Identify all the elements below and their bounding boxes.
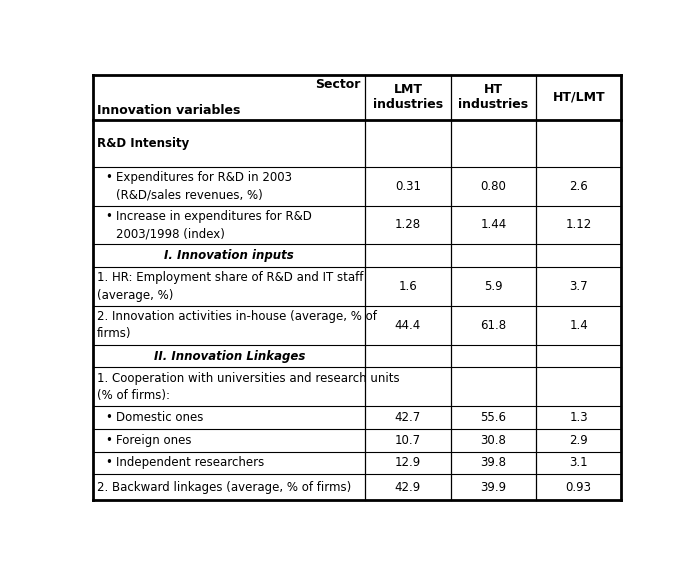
Text: •: •	[105, 171, 112, 184]
Text: •: •	[105, 411, 112, 424]
Text: •: •	[105, 210, 112, 223]
Text: 2.6: 2.6	[569, 180, 588, 193]
Text: 12.9: 12.9	[395, 456, 421, 469]
Text: 0.31: 0.31	[395, 180, 421, 193]
Text: I. Innovation inputs: I. Innovation inputs	[165, 249, 294, 262]
Text: 3.1: 3.1	[569, 456, 588, 469]
Text: 1.44: 1.44	[480, 218, 507, 231]
Text: 1.3: 1.3	[569, 411, 588, 424]
Text: 39.9: 39.9	[480, 481, 507, 494]
Text: (R&D/sales revenues, %): (R&D/sales revenues, %)	[116, 188, 263, 201]
Text: 55.6: 55.6	[480, 411, 507, 424]
Text: 42.7: 42.7	[395, 411, 421, 424]
Text: 42.9: 42.9	[395, 481, 421, 494]
Text: •: •	[105, 456, 112, 469]
Text: HT/LMT: HT/LMT	[553, 91, 605, 104]
Text: 2003/1998 (index): 2003/1998 (index)	[116, 227, 225, 240]
Text: 3.7: 3.7	[569, 280, 588, 293]
Text: Innovation variables: Innovation variables	[97, 104, 240, 117]
Text: Sector: Sector	[316, 78, 361, 91]
Text: Domestic ones: Domestic ones	[116, 411, 204, 424]
Text: 39.8: 39.8	[480, 456, 507, 469]
Text: 2.9: 2.9	[569, 434, 588, 447]
Text: (average, %): (average, %)	[97, 289, 174, 302]
Text: 44.4: 44.4	[395, 319, 421, 332]
Text: LMT
industries: LMT industries	[373, 83, 443, 111]
Text: 10.7: 10.7	[395, 434, 421, 447]
Text: R&D Intensity: R&D Intensity	[97, 137, 189, 150]
Text: 1. HR: Employment share of R&D and IT staff: 1. HR: Employment share of R&D and IT st…	[97, 272, 363, 285]
Text: Expenditures for R&D in 2003: Expenditures for R&D in 2003	[116, 171, 292, 184]
Text: Foreign ones: Foreign ones	[116, 434, 191, 447]
Text: •: •	[105, 434, 112, 447]
Text: 1.28: 1.28	[395, 218, 421, 231]
Text: 1.4: 1.4	[569, 319, 588, 332]
Text: Independent researchers: Independent researchers	[116, 456, 264, 469]
Text: 2. Innovation activities in-house (average, % of: 2. Innovation activities in-house (avera…	[97, 310, 377, 323]
Text: (% of firms):: (% of firms):	[97, 389, 170, 402]
Text: 2. Backward linkages (average, % of firms): 2. Backward linkages (average, % of firm…	[97, 481, 352, 494]
Text: 1.6: 1.6	[398, 280, 417, 293]
Text: 0.93: 0.93	[566, 481, 591, 494]
Text: HT
industries: HT industries	[459, 83, 528, 111]
Text: Increase in expenditures for R&D: Increase in expenditures for R&D	[116, 210, 312, 223]
Text: firms): firms)	[97, 327, 131, 340]
Text: II. Innovation Linkages: II. Innovation Linkages	[154, 349, 305, 362]
Text: 5.9: 5.9	[484, 280, 502, 293]
Text: 30.8: 30.8	[480, 434, 507, 447]
Text: 1. Cooperation with universities and research units: 1. Cooperation with universities and res…	[97, 372, 400, 385]
Text: 61.8: 61.8	[480, 319, 507, 332]
Text: 0.80: 0.80	[480, 180, 507, 193]
Text: 1.12: 1.12	[566, 218, 592, 231]
